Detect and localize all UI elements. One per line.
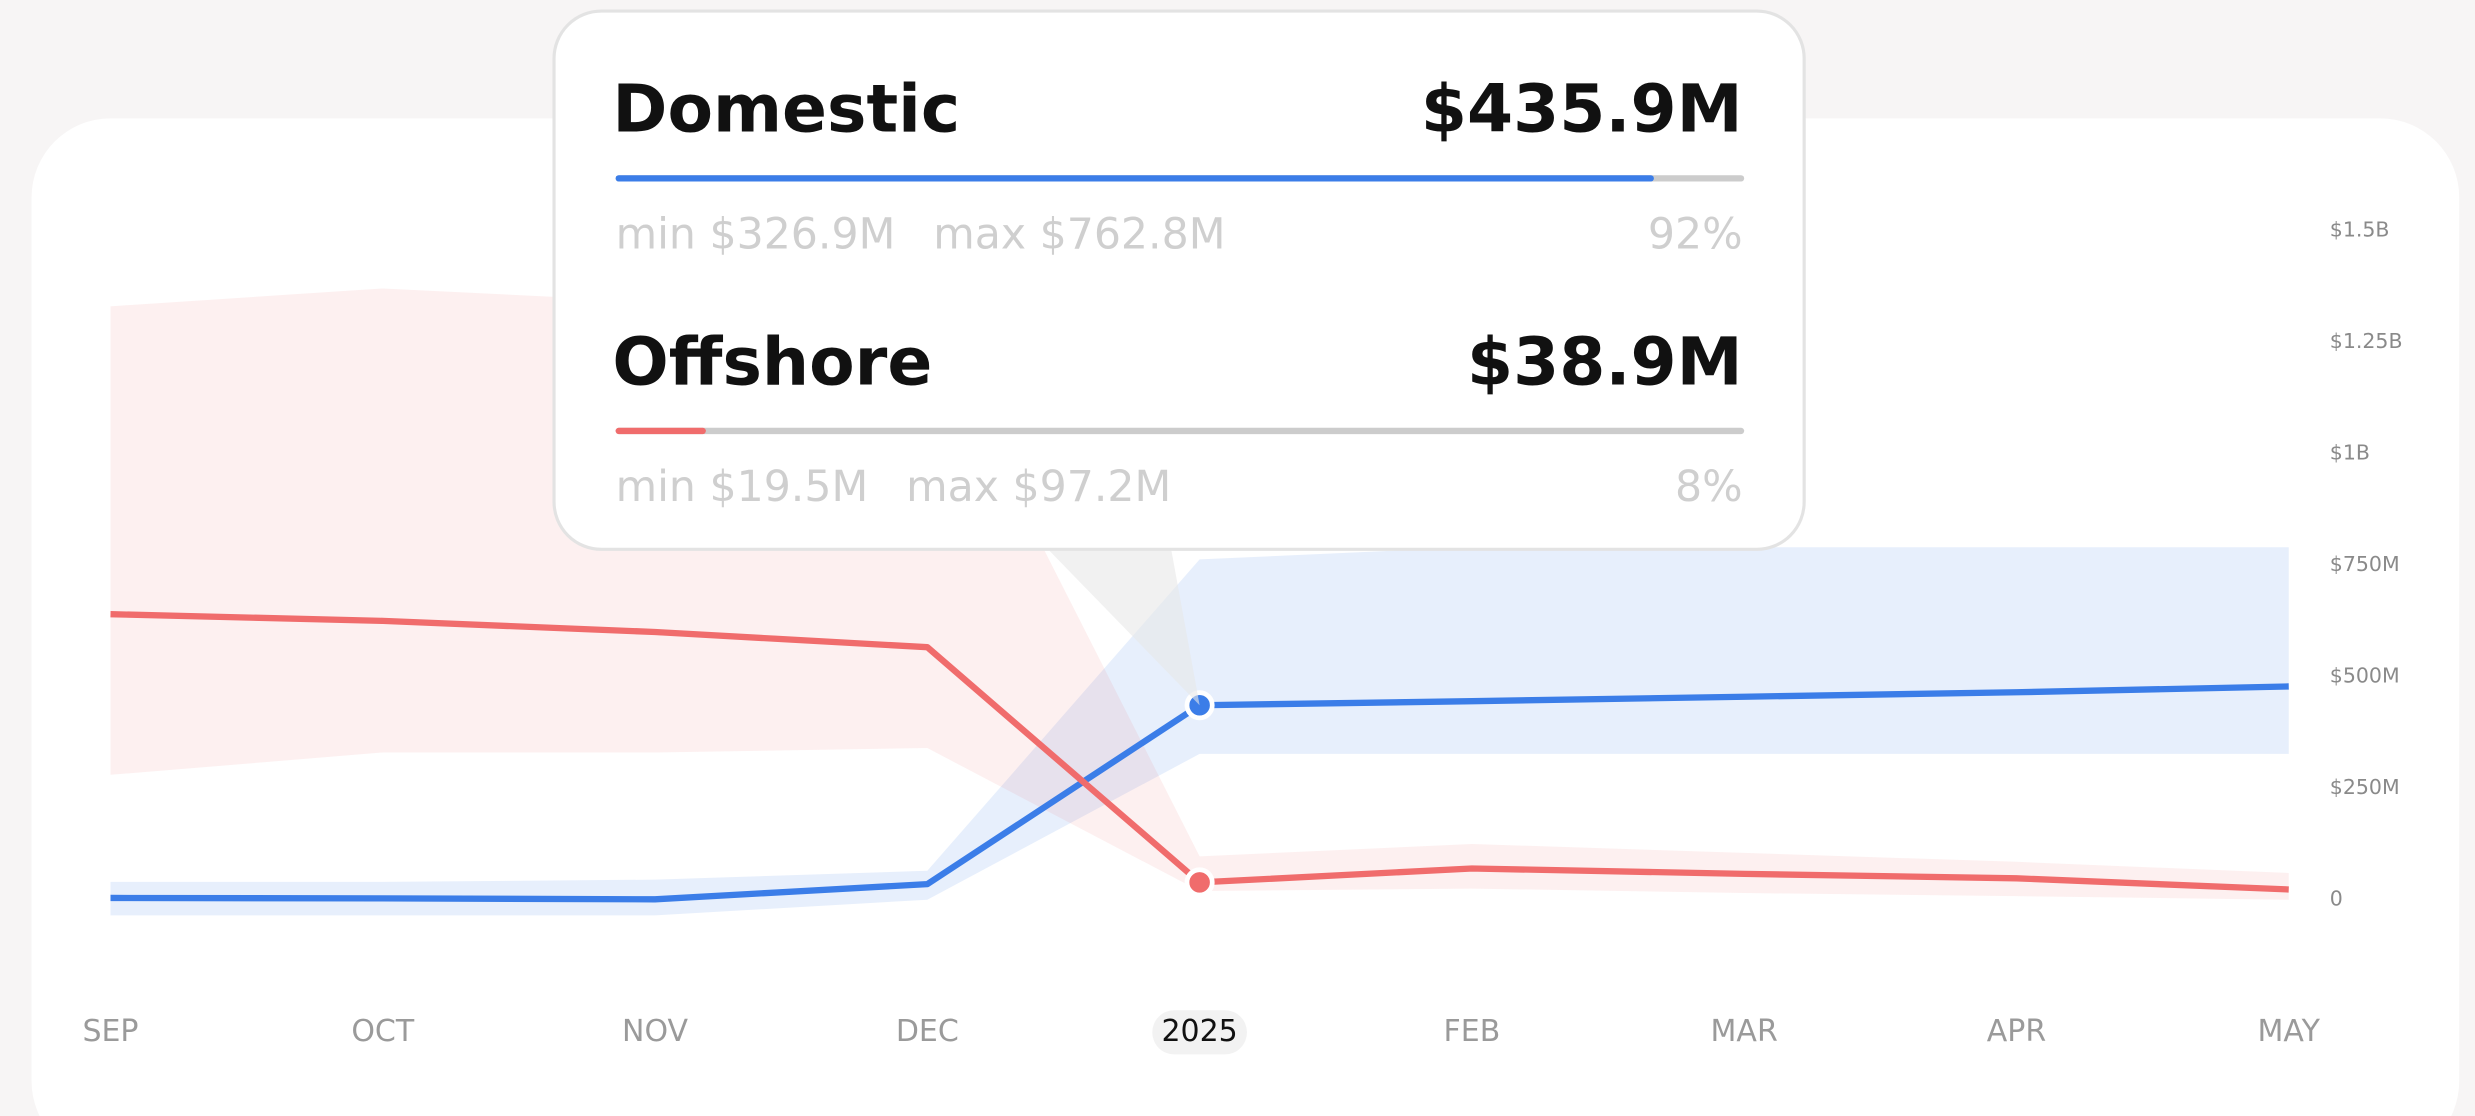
y-tick-label: $1.25B xyxy=(2330,329,2403,353)
tooltip-max: max $97.2M xyxy=(906,462,1171,512)
x-tick-label: 2025 xyxy=(1161,1014,1237,1049)
y-tick-label: $250M xyxy=(2330,775,2400,799)
axes: 0 $250M $500M $750M $1B $1.25B $1.5B SEP OCT NOV D… xyxy=(82,217,2403,1055)
tooltip-value: $38.9M xyxy=(1467,322,1743,400)
active-point xyxy=(1184,867,1215,898)
share-track xyxy=(615,427,1745,435)
x-tick-label: APR xyxy=(1987,1014,2046,1049)
tooltip-max: max $762.8M xyxy=(933,209,1225,259)
y-tick-label: $1.5B xyxy=(2330,217,2390,241)
y-tick-label: $500M xyxy=(2330,664,2400,688)
tooltip-box xyxy=(552,9,1806,551)
tooltip: Domestic $435.9M min $326.9M max $762.8M 92%… xyxy=(552,9,1806,706)
share-bar xyxy=(615,175,1654,182)
y-tick-label: $1B xyxy=(2330,441,2370,465)
y-tick-label: $750M xyxy=(2330,552,2400,576)
x-tick-label: MAY xyxy=(2258,1014,2321,1049)
tooltip-min: min $19.5M xyxy=(616,462,869,512)
range-band xyxy=(110,547,2289,916)
tooltip-min: min $326.9M xyxy=(616,209,896,259)
x-tick-label: DEC xyxy=(896,1014,959,1049)
x-tick-label: SEP xyxy=(82,1014,138,1049)
tooltip-series-name: Domestic xyxy=(612,70,960,148)
x-tick-label: MAR xyxy=(1711,1014,1778,1049)
tooltip-share: 92% xyxy=(1648,209,1743,259)
x-tick-label: NOV xyxy=(622,1014,689,1049)
share-bar xyxy=(615,427,706,435)
x-tick-label: FEB xyxy=(1444,1014,1501,1049)
tooltip-value: $435.9M xyxy=(1421,70,1743,148)
y-tick-label: 0 xyxy=(2330,887,2343,911)
tooltip-share: 8% xyxy=(1675,462,1743,512)
x-tick-label: OCT xyxy=(351,1014,415,1049)
tooltip-series-name: Offshore xyxy=(612,322,932,400)
active-category-pill xyxy=(1152,1010,1247,1055)
